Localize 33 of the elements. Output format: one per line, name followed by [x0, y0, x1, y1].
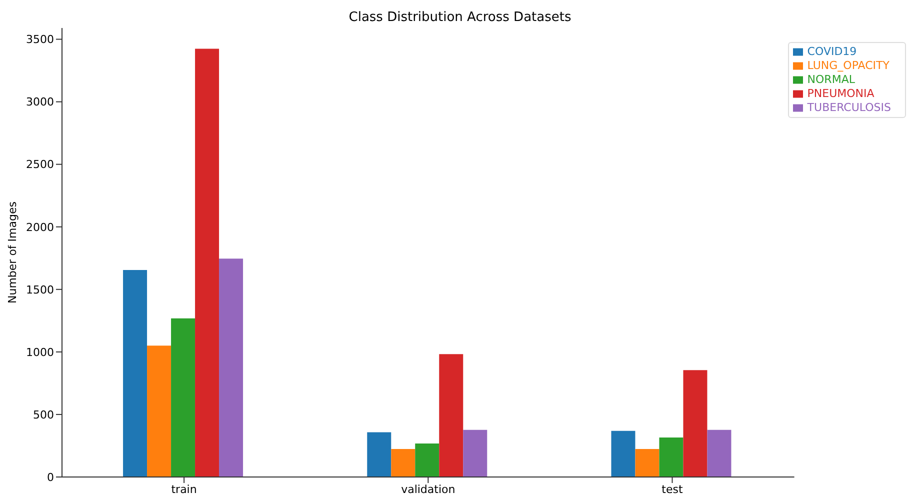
bar — [219, 258, 244, 477]
y-tick-label: 1500 — [26, 283, 54, 296]
legend-label: TUBERCULOSIS — [807, 101, 891, 114]
y-tick-label: 3500 — [26, 33, 54, 46]
y-axis-title: Number of Images — [6, 201, 19, 304]
bar — [707, 430, 732, 477]
bar — [147, 346, 172, 477]
bar — [123, 270, 148, 477]
bar — [463, 430, 488, 477]
bar — [635, 448, 660, 477]
legend-label: PNEUMONIA — [807, 87, 874, 100]
x-tick-label: validation — [401, 482, 456, 496]
bar — [171, 318, 196, 477]
x-tick-label: train — [171, 482, 197, 496]
bar — [611, 430, 636, 477]
y-tick-label: 2000 — [26, 220, 54, 234]
y-tick-label: 2500 — [26, 158, 54, 172]
bar — [659, 437, 684, 477]
bar — [367, 432, 392, 477]
y-tick-label: 500 — [33, 408, 54, 422]
bar — [439, 354, 464, 477]
bar — [415, 443, 440, 477]
y-tick-label: 3000 — [26, 96, 54, 109]
chart-title: Class Distribution Across Datasets — [348, 10, 572, 25]
legend-label: NORMAL — [807, 73, 855, 86]
bar — [195, 48, 220, 477]
bar — [683, 370, 708, 477]
legend-label: LUNG_OPACITY — [807, 59, 890, 72]
y-tick-label: 0 — [47, 470, 54, 484]
x-tick-label: test — [662, 482, 684, 496]
bar — [391, 448, 416, 477]
y-tick-label: 1000 — [26, 346, 54, 359]
legend-label: COVID19 — [807, 45, 857, 58]
